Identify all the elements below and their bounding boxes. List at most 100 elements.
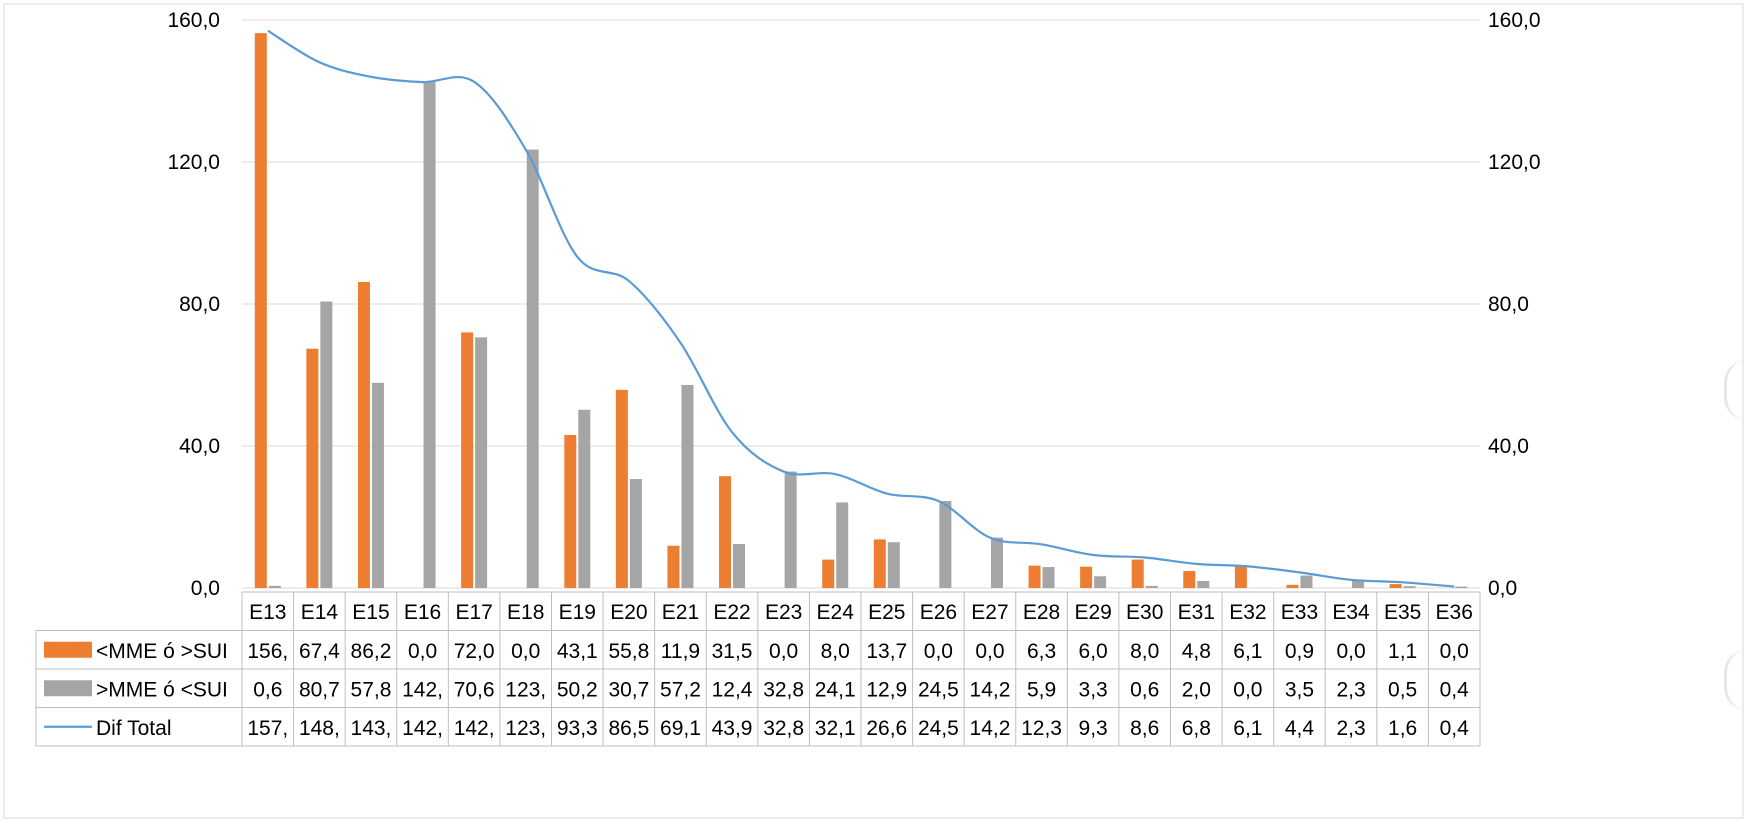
y-tick-label-left: 80,0 [179,293,220,316]
y-tick-label-right: 0,0 [1488,577,1517,600]
table-cell-value: 24,5 [918,717,959,740]
x-tick-label: E32 [1229,601,1266,624]
bar-orange [615,389,628,588]
table-cell-value: 0,4 [1440,717,1470,740]
legend-key-orange [44,641,92,658]
bar-gray [320,301,333,588]
bar-gray [681,384,694,588]
bar-gray [578,409,591,588]
y-tick-label-left: 40,0 [179,435,220,458]
x-tick-label: E24 [817,601,855,624]
y-tick-label-right: 40,0 [1488,435,1529,458]
table-cell-value: 6,0 [1079,640,1108,663]
table-cell-value: 4,8 [1182,640,1211,663]
table-cell-value: 70,6 [454,678,495,701]
bar-orange [667,545,680,588]
table-cell-value: 30,7 [608,678,649,701]
table-cell-value: 123, [505,678,546,701]
bar-gray [1300,575,1313,588]
bar-orange [254,33,267,588]
legend-key-gray [44,680,92,697]
table-cell-value: 57,2 [660,678,701,701]
x-tick-label: E17 [455,601,492,624]
y-tick-label-right: 120,0 [1488,151,1541,174]
bar-gray [371,382,384,588]
table-cell-value: 142, [402,678,443,701]
bar-gray [1455,586,1468,588]
table-cell-value: 55,8 [608,640,649,663]
y-tick-label-left: 120,0 [167,151,220,174]
table-cell-value: 0,0 [511,640,540,663]
table-cell-value: 24,1 [815,678,856,701]
table-cell-value: 12,4 [712,678,753,701]
bar-gray [939,501,952,588]
x-tick-label: E26 [920,601,957,624]
y-tick-label-left: 0,0 [191,577,220,600]
x-tick-label: E23 [765,601,802,624]
table-cell-value: 0,6 [1130,678,1159,701]
table-cell-value: 0,5 [1388,678,1417,701]
y-tick-label-left: 160,0 [167,9,220,32]
bar-gray [836,502,849,588]
table-cell-value: 148, [299,717,340,740]
table-cell-value: 14,2 [970,717,1011,740]
bar-gray [1352,579,1365,588]
page-edge-decoration [1724,360,1747,420]
table-cell-value: 143, [351,717,392,740]
bar-orange [306,348,319,588]
table-cell-value: 0,0 [1440,640,1469,663]
bar-orange [719,476,732,588]
table-cell-value: 1,6 [1388,717,1417,740]
table-cell-value: 31,5 [712,640,753,663]
table-cell-value: 11,9 [661,640,700,663]
table-cell-value: 2,3 [1336,678,1365,701]
table-cell-value: 123, [505,717,546,740]
table-cell-value: 13,7 [866,640,907,663]
x-tick-label: E20 [610,601,647,624]
bar-orange [357,281,370,588]
table-cell-value: 6,8 [1182,717,1211,740]
x-tick-label: E14 [301,601,339,624]
table-cell-value: 50,2 [557,678,598,701]
table-cell-value: 0,4 [1440,678,1470,701]
bar-gray [784,471,797,588]
table-cell-value: 0,0 [769,640,798,663]
table-cell-value: 6,1 [1233,640,1262,663]
table-cell-value: 86,5 [608,717,649,740]
x-tick-label: E13 [249,601,286,624]
table-cell-value: 67,4 [299,640,340,663]
table-cell-value: 1,1 [1388,640,1417,663]
line-dif-total [267,29,1455,588]
table-cell-value: 0,0 [1233,678,1262,701]
table-cell-value: 69,1 [660,717,701,740]
table-cell-value: 8,6 [1130,717,1159,740]
x-tick-label: E16 [404,601,441,624]
table-cell-value: 32,8 [763,678,804,701]
bar-gray [1042,567,1055,588]
x-tick-label: E21 [662,601,699,624]
table-cell-value: 9,3 [1079,717,1108,740]
bar-gray [1197,580,1210,588]
table-cell-value: 32,1 [815,717,856,740]
bar-gray [423,82,436,588]
bar-gray [887,542,900,588]
table-cell-value: 32,8 [763,717,804,740]
legend-label: >MME ó <SUI [96,678,228,701]
table-cell-value: 157, [247,717,288,740]
x-tick-label: E31 [1178,601,1215,624]
bar-gray [1145,585,1158,588]
x-tick-label: E15 [352,601,389,624]
table-cell-value: 0,0 [1336,640,1365,663]
table-cell-value: 6,1 [1233,717,1262,740]
bar-orange [1131,559,1144,588]
x-tick-label: E29 [1074,601,1111,624]
table-cell-value: 8,0 [821,640,850,663]
table-cell-value: 142, [454,717,495,740]
table-cell-value: 12,9 [866,678,907,701]
bar-gray [990,537,1003,588]
x-tick-label: E18 [507,601,544,624]
table-cell-value: 12,3 [1021,717,1062,740]
bar-orange [564,434,577,588]
